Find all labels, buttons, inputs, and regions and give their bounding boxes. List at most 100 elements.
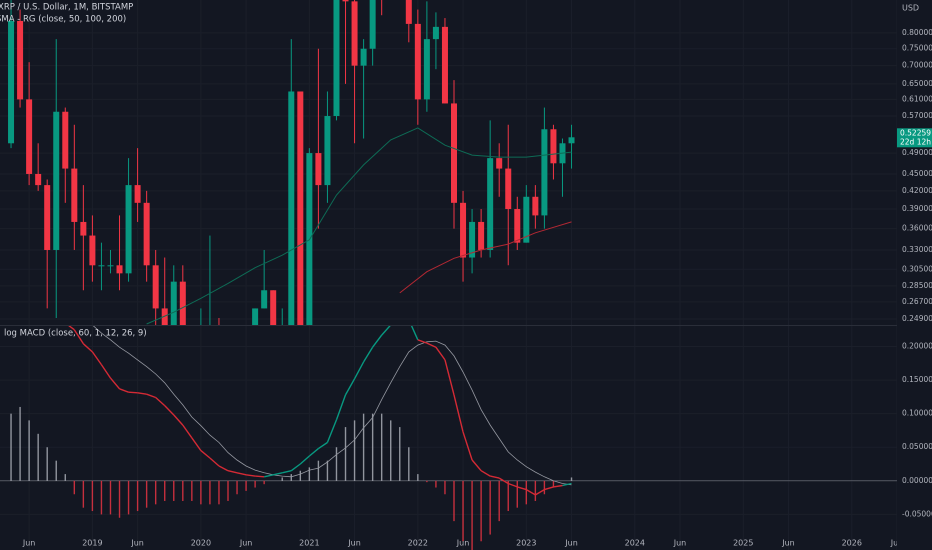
candle-body: [514, 209, 521, 243]
macd-line: [335, 394, 347, 420]
macd-line: [137, 392, 147, 395]
y-tick-label: 0.10000: [902, 409, 932, 418]
candle-body: [134, 185, 141, 203]
y-tick-label: 0.36000: [902, 224, 932, 233]
macd-line: [218, 465, 229, 472]
indicator-label: SMA - RG (close, 50, 100, 200): [0, 15, 126, 25]
macd-line: [109, 377, 121, 390]
candle-body: [17, 20, 24, 100]
macd-line: [544, 486, 554, 491]
signal-line: [92, 326, 572, 486]
candle-body: [125, 185, 132, 274]
candle-body: [270, 290, 277, 325]
candle-body: [369, 0, 376, 49]
macd-line: [553, 484, 563, 488]
macd-line: [471, 459, 482, 472]
candle-body: [441, 26, 448, 104]
x-axis: Jun 2019 Jun 2020 Jun 2021 Jun 2022 Jun 2023 Jun 20…: [22, 539, 903, 548]
macd-line: [444, 359, 455, 396]
macd-line: [363, 346, 374, 363]
candle-body: [297, 91, 304, 325]
y-tick-label: 0.70000: [902, 61, 932, 70]
last-price: 0.52259: [900, 128, 931, 137]
candle-body: [306, 153, 313, 325]
x-tick-label: 2019: [82, 539, 102, 548]
candle-body: [505, 168, 512, 210]
x-tick-label: 2020: [191, 539, 211, 548]
macd-line: [326, 419, 338, 443]
macd-line: [73, 329, 84, 345]
candle-body: [53, 111, 60, 250]
candle-body: [44, 185, 51, 250]
y-tick-label: 0.24900: [902, 314, 932, 323]
x-tick-label: Jun: [564, 539, 578, 548]
macd-line: [410, 326, 419, 341]
x-tick-label: Jun: [456, 539, 470, 548]
moving-average: [146, 127, 572, 325]
candle-body: [252, 308, 259, 325]
macd-line: [318, 441, 328, 450]
y-tick-label: 0.20000: [902, 341, 932, 350]
macd-line: [490, 475, 500, 479]
macd-line: [236, 472, 247, 476]
candle-body: [342, 0, 349, 2]
y-tick-label: 0.05000: [902, 442, 932, 451]
candle-body: [179, 281, 186, 325]
y-tick-label: 0.49000: [902, 148, 932, 157]
y-tick-label: 0.39000: [902, 204, 932, 213]
y-tick-label: 0.26700: [902, 297, 932, 306]
y-tick-label: -0.05000: [902, 509, 932, 518]
y-axis: 0.80000 0.75000 0.70000 0.65000 0.61000 0.570…: [897, 28, 932, 518]
candle-body: [170, 281, 177, 325]
candle-body: [405, 0, 412, 24]
last-price-box: [897, 128, 932, 148]
macd-label: log MACD (close, 60, 1, 12, 26, 9): [4, 329, 147, 339]
y-tick-label: 0.30500: [902, 264, 932, 273]
x-tick-label: 2026: [842, 539, 862, 548]
moving-average: [399, 221, 572, 294]
macd-line: [344, 378, 356, 396]
candle-body: [451, 103, 457, 203]
price-axis-bg: [897, 0, 932, 550]
x-tick-label: 2024: [625, 539, 645, 548]
macd-line: [173, 414, 184, 426]
candle-body: [432, 26, 439, 40]
x-tick-label: Jun: [130, 539, 144, 548]
x-tick-label: Jun: [673, 539, 687, 548]
macd-line: [480, 470, 491, 477]
candle-body: [351, 1, 358, 66]
countdown: 22d 12h: [900, 137, 931, 146]
macd-line: [182, 424, 193, 439]
macd-line: [562, 482, 572, 487]
y-tick-label: 0.15000: [902, 375, 932, 384]
macd-line: [100, 364, 112, 379]
x-tick-label: 2021: [299, 539, 319, 548]
macd-line: [507, 482, 518, 488]
macd-line: [353, 361, 365, 380]
candle-body: [143, 202, 150, 266]
macd-line: [517, 486, 527, 491]
macd-line: [227, 470, 238, 474]
candle-body: [324, 116, 331, 186]
candle-body: [62, 111, 69, 169]
chart-title: XRP / U.S. Dollar, 1M, BITSTAMP: [0, 3, 133, 13]
candle-body: [414, 23, 421, 100]
y-tick-label: 0.61000: [902, 94, 932, 103]
macd-line: [209, 457, 220, 467]
macd-line: [91, 351, 102, 366]
macd-line: [453, 394, 464, 432]
x-tick-label: Jun: [347, 539, 361, 548]
macd-line: [308, 448, 319, 457]
macd-line: [435, 346, 446, 361]
macd-line: [68, 326, 75, 331]
x-tick-label: Jun: [239, 539, 253, 548]
y-tick-label: 0.33000: [902, 245, 932, 254]
candle-body: [423, 39, 430, 100]
macd-line: [191, 437, 202, 452]
candle-body: [35, 173, 42, 186]
macd-line: [164, 405, 175, 416]
y-tick-label: 0.28500: [902, 281, 932, 290]
macd-line: [82, 343, 93, 353]
y-tick-label: 0.00000: [902, 476, 932, 485]
